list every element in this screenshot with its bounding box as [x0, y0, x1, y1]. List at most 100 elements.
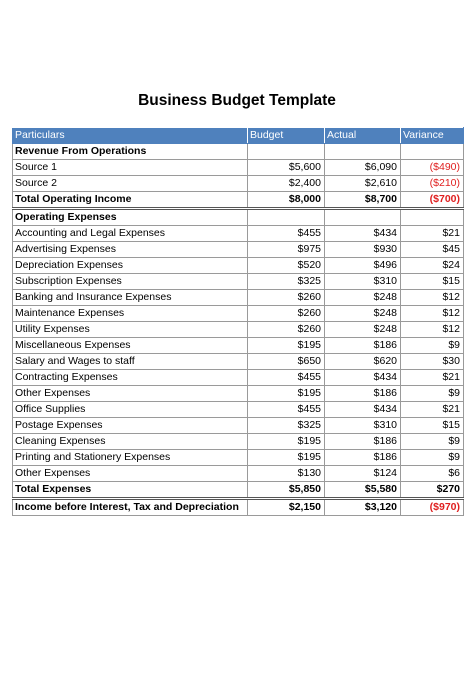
table-row: Other Expenses $195 $186 $9: [12, 385, 464, 402]
actual-cell: $186: [324, 337, 401, 354]
variance-cell: ($210): [400, 175, 464, 192]
actual-cell: $124: [324, 465, 401, 482]
row-label: Banking and Insurance Expenses: [12, 289, 248, 306]
actual-cell: $620: [324, 353, 401, 370]
section-heading-expenses: Operating Expenses: [12, 207, 464, 226]
budget-cell: $455: [247, 401, 325, 418]
section-label: Operating Expenses: [12, 207, 248, 226]
row-label: Miscellaneous Expenses: [12, 337, 248, 354]
budget-cell: $195: [247, 433, 325, 450]
row-label: Postage Expenses: [12, 417, 248, 434]
table-row: Miscellaneous Expenses $195 $186 $9: [12, 337, 464, 354]
actual-cell: $434: [324, 401, 401, 418]
table-row: Salary and Wages to staff $650 $620 $30: [12, 353, 464, 370]
budget-cell: $5,850: [247, 481, 325, 499]
budget-cell: $455: [247, 225, 325, 242]
variance-cell: $21: [400, 369, 464, 386]
actual-cell: $434: [324, 225, 401, 242]
budget-cell: $260: [247, 305, 325, 322]
table-row: Other Expenses $130 $124 $6: [12, 465, 464, 482]
row-label: Cleaning Expenses: [12, 433, 248, 450]
variance-cell: $9: [400, 337, 464, 354]
budget-cell: $2,400: [247, 175, 325, 192]
variance-cell: $6: [400, 465, 464, 482]
row-label: Total Expenses: [12, 481, 248, 499]
row-label: Total Operating Income: [12, 191, 248, 209]
actual-cell: $2,610: [324, 175, 401, 192]
actual-cell: $930: [324, 241, 401, 258]
section-heading-revenue: Revenue From Operations: [12, 143, 464, 160]
actual-cell: $248: [324, 289, 401, 306]
variance-cell: $9: [400, 385, 464, 402]
variance-cell: $21: [400, 225, 464, 242]
variance-cell: $270: [400, 481, 464, 499]
variance-cell: $24: [400, 257, 464, 274]
column-header-budget: Budget: [247, 127, 325, 144]
actual-cell: $6,090: [324, 159, 401, 176]
table-row: Utility Expenses $260 $248 $12: [12, 321, 464, 338]
variance-cell: $12: [400, 305, 464, 322]
table-row: Banking and Insurance Expenses $260 $248 $1…: [12, 289, 464, 306]
variance-cell: ($700): [400, 191, 464, 209]
row-label: Salary and Wages to staff: [12, 353, 248, 370]
variance-cell: $9: [400, 449, 464, 466]
variance-cell: $21: [400, 401, 464, 418]
table-row: Subscription Expenses $325 $310 $15: [12, 273, 464, 290]
row-label: Other Expenses: [12, 465, 248, 482]
column-header-variance: Variance: [400, 127, 464, 144]
budget-cell: $325: [247, 273, 325, 290]
actual-cell: $5,580: [324, 481, 401, 499]
row-label: Utility Expenses: [12, 321, 248, 338]
table-row: Depreciation Expenses $520 $496 $24: [12, 257, 464, 274]
table-row: Office Supplies $455 $434 $21: [12, 401, 464, 418]
budget-cell: $455: [247, 369, 325, 386]
actual-cell: $186: [324, 449, 401, 466]
variance-cell: ($490): [400, 159, 464, 176]
budget-cell: $130: [247, 465, 325, 482]
actual-cell: $496: [324, 257, 401, 274]
budget-cell: $260: [247, 321, 325, 338]
budget-cell: $325: [247, 417, 325, 434]
row-label: Subscription Expenses: [12, 273, 248, 290]
variance-cell: $45: [400, 241, 464, 258]
actual-cell: $186: [324, 433, 401, 450]
budget-cell: $195: [247, 449, 325, 466]
table-row: Postage Expenses $325 $310 $15: [12, 417, 464, 434]
section-label: Revenue From Operations: [12, 143, 248, 160]
table-row: Source 2 $2,400 $2,610 ($210): [12, 175, 464, 192]
actual-cell: $434: [324, 369, 401, 386]
total-row-operating-income: Total Operating Income $8,000 $8,700 ($7…: [12, 191, 464, 209]
income-row: Income before Interest, Tax and Deprecia…: [12, 497, 464, 516]
table-row: Accounting and Legal Expenses $455 $434 $21: [12, 225, 464, 242]
actual-cell: $310: [324, 273, 401, 290]
row-label: Source 1: [12, 159, 248, 176]
variance-cell: $15: [400, 417, 464, 434]
variance-cell: $12: [400, 321, 464, 338]
row-label: Source 2: [12, 175, 248, 192]
budget-cell: $260: [247, 289, 325, 306]
budget-cell: $975: [247, 241, 325, 258]
row-label: Income before Interest, Tax and Deprecia…: [12, 497, 248, 516]
row-label: Accounting and Legal Expenses: [12, 225, 248, 242]
actual-cell: $248: [324, 305, 401, 322]
budget-cell: $520: [247, 257, 325, 274]
row-label: Advertising Expenses: [12, 241, 248, 258]
variance-cell: ($970): [400, 497, 464, 516]
budget-cell: $195: [247, 337, 325, 354]
table-row: Maintenance Expenses $260 $248 $12: [12, 305, 464, 322]
row-label: Printing and Stationery Expenses: [12, 449, 248, 466]
table-row: Source 1 $5,600 $6,090 ($490): [12, 159, 464, 176]
total-row-expenses: Total Expenses $5,850 $5,580 $270: [12, 481, 464, 499]
actual-cell: $248: [324, 321, 401, 338]
column-header-actual: Actual: [324, 127, 401, 144]
variance-cell: $9: [400, 433, 464, 450]
column-header-particulars: Particulars: [12, 127, 248, 144]
page-title: Business Budget Template: [138, 92, 336, 109]
row-label: Other Expenses: [12, 385, 248, 402]
budget-cell: $650: [247, 353, 325, 370]
budget-cell: $5,600: [247, 159, 325, 176]
variance-cell: $12: [400, 289, 464, 306]
actual-cell: $310: [324, 417, 401, 434]
budget-cell: $8,000: [247, 191, 325, 209]
actual-cell: $3,120: [324, 497, 401, 516]
